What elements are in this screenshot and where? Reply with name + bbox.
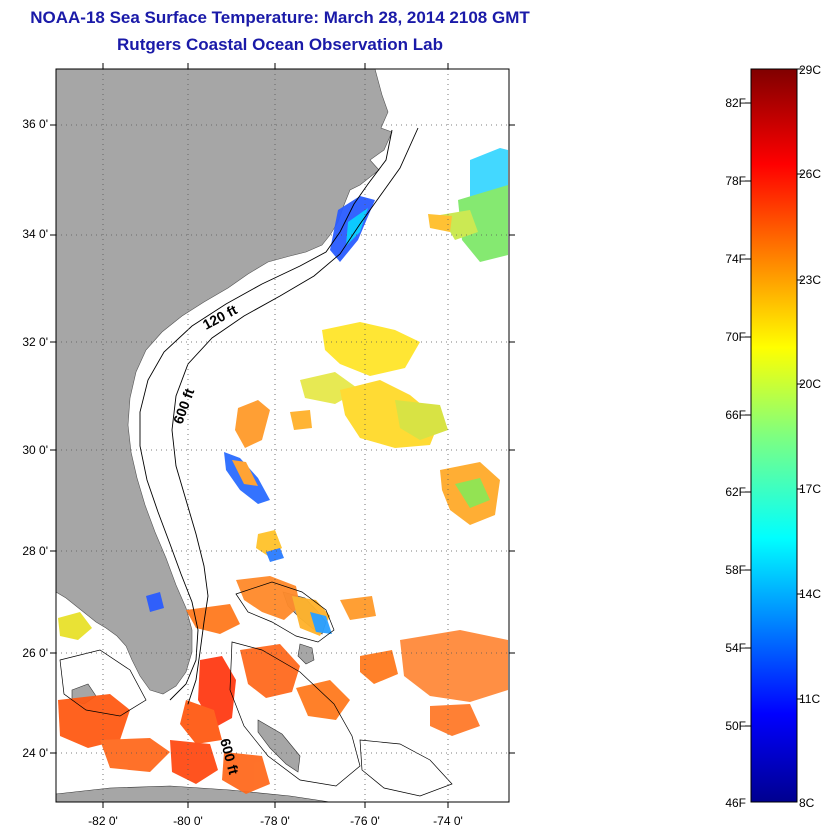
lon-label: -76 0' [350, 814, 380, 828]
contour-shallow [235, 581, 335, 643]
land-mainland [56, 69, 393, 695]
colorbar-c-label: 17C [799, 482, 822, 496]
contour-label: 600 ft [170, 386, 198, 426]
land-island [56, 785, 331, 802]
lat-label: 26 0' [22, 646, 48, 660]
map-frame [55, 68, 510, 803]
colorbar-c-label: 23C [799, 273, 822, 287]
colorbar-c-label: 20C [799, 377, 822, 391]
lat-label: 24 0' [22, 746, 48, 760]
colorbar-c-label: 26C [799, 167, 822, 181]
colorbar-f-label: 70F [725, 330, 746, 344]
colorbar-f-label: 74F [725, 252, 746, 266]
colorbar-f-label: 66F [725, 408, 746, 422]
lat-label: 34 0' [22, 227, 48, 241]
contour-shallow [229, 641, 361, 787]
sst-patches [58, 148, 508, 794]
colorbar-f-label: 46F [725, 796, 746, 810]
colorbar-c-label: 14C [799, 587, 822, 601]
land-island [297, 643, 315, 665]
page-subtitle: Rutgers Coastal Ocean Observation Lab [117, 35, 443, 54]
lat-label: 28 0' [22, 544, 48, 558]
page-title: NOAA-18 Sea Surface Temperature: March 2… [30, 8, 530, 27]
colorbar [750, 68, 798, 803]
colorbar-c-label: 11C [799, 692, 821, 706]
colorbar-f-label: 50F [725, 719, 746, 733]
lon-label: -78 0' [260, 814, 290, 828]
colorbar-f-label: 62F [725, 485, 746, 499]
contour-shallow [359, 739, 453, 797]
colorbar-f-label: 78F [725, 174, 746, 188]
lon-label: -74 0' [433, 814, 463, 828]
colorbar-f-label: 54F [725, 641, 746, 655]
colorbar-f-label: 58F [725, 563, 746, 577]
colorbar-c-label: 8C [799, 796, 815, 810]
contour-label: 600 ft [217, 737, 242, 777]
land-island [257, 719, 301, 773]
lon-label: -80 0' [173, 814, 203, 828]
lon-label: -82 0' [88, 814, 118, 828]
lat-label: 30 0' [22, 443, 48, 457]
contour-600ft [171, 127, 419, 705]
lat-label: 36 0' [22, 117, 48, 131]
lat-label: 32 0' [22, 335, 48, 349]
colorbar-ticks [745, 68, 803, 727]
colorbar-f-label: 82F [725, 96, 746, 110]
contour-120ft [139, 129, 393, 701]
map-gridlines [56, 69, 509, 802]
contour-shallow [59, 649, 147, 717]
map-ticks [50, 63, 515, 808]
colorbar-c-label: 29C [799, 63, 822, 77]
contour-label: 120 ft [200, 301, 240, 332]
